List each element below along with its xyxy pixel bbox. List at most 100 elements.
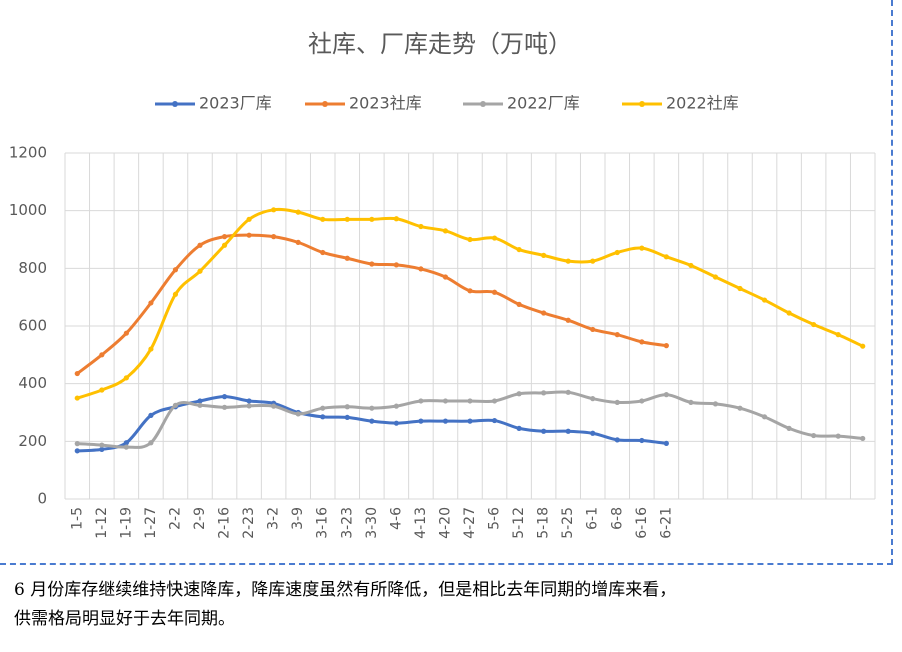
y-tick-label: 1000 xyxy=(9,201,47,219)
data-point xyxy=(418,223,424,230)
legend-marker xyxy=(322,101,328,107)
data-point xyxy=(614,399,620,406)
legend-label: 2022厂库 xyxy=(507,94,580,113)
data-point xyxy=(295,209,301,215)
data-point xyxy=(663,392,669,398)
data-point xyxy=(467,288,473,294)
data-point xyxy=(835,332,841,338)
data-point xyxy=(369,405,375,411)
data-point xyxy=(148,440,154,446)
data-point xyxy=(344,255,350,261)
data-point xyxy=(590,396,596,402)
data-point xyxy=(565,428,571,434)
data-point xyxy=(737,405,743,411)
data-point xyxy=(123,330,129,336)
data-point xyxy=(614,249,620,256)
x-tick-label: 2-16 xyxy=(217,507,233,539)
data-point xyxy=(344,414,350,421)
data-point xyxy=(516,246,522,253)
legend-marker xyxy=(480,101,486,107)
data-point xyxy=(590,326,596,333)
data-point xyxy=(860,435,866,442)
y-tick-label: 800 xyxy=(18,259,47,277)
x-tick-label: 1-5 xyxy=(69,507,85,530)
data-point xyxy=(393,262,399,268)
data-point xyxy=(516,301,522,307)
data-point xyxy=(123,375,129,381)
caption-line: 供需格局明显好于去年同期。 xyxy=(14,609,235,629)
data-point xyxy=(246,398,252,404)
x-tick-label: 4-13 xyxy=(413,507,429,539)
data-point xyxy=(811,321,817,328)
data-point xyxy=(320,216,326,222)
data-point xyxy=(99,387,105,393)
data-point xyxy=(663,343,669,349)
data-point xyxy=(393,420,399,426)
data-point xyxy=(74,448,80,454)
data-point xyxy=(516,391,522,397)
data-point xyxy=(148,412,154,418)
data-point xyxy=(172,291,179,297)
data-point xyxy=(246,403,252,409)
x-tick-label: 3-23 xyxy=(339,507,355,539)
x-tick-label: 5-18 xyxy=(536,507,552,539)
x-tick-label: 5-25 xyxy=(560,507,576,539)
data-point xyxy=(663,440,669,446)
data-point xyxy=(590,258,596,264)
y-tick-label: 0 xyxy=(37,490,47,508)
data-point xyxy=(639,437,645,444)
data-point xyxy=(123,444,129,450)
x-tick-label: 4-27 xyxy=(462,507,478,539)
data-point xyxy=(74,370,80,377)
x-tick-label: 3-16 xyxy=(315,507,331,539)
data-point xyxy=(344,216,350,222)
data-point xyxy=(246,232,252,238)
data-point xyxy=(712,274,719,280)
data-point xyxy=(688,399,694,406)
data-point xyxy=(148,300,154,306)
x-tick-label: 2-2 xyxy=(167,507,183,530)
data-point xyxy=(246,216,252,222)
data-point xyxy=(639,245,645,251)
data-point xyxy=(369,216,375,222)
legend-label: 2022社库 xyxy=(666,94,739,113)
data-point xyxy=(99,352,105,358)
data-point xyxy=(541,428,547,434)
data-point xyxy=(197,398,203,404)
data-point xyxy=(442,398,449,404)
x-tick-label: 1-19 xyxy=(118,507,134,539)
data-point xyxy=(491,235,498,241)
caption-line: 6 月份库存继续维持快速降库，降库速度虽然有所降低，但是相比去年同期的增库来看， xyxy=(14,580,677,600)
x-tick-label: 1-27 xyxy=(143,507,159,539)
data-point xyxy=(541,390,547,396)
data-point xyxy=(295,239,301,245)
legend-label: 2023社库 xyxy=(349,94,422,113)
data-point xyxy=(271,234,277,240)
data-point xyxy=(688,262,694,269)
data-point xyxy=(590,430,596,436)
data-point xyxy=(295,411,301,417)
data-point xyxy=(860,343,866,349)
data-point xyxy=(467,236,473,243)
data-point xyxy=(761,414,768,420)
data-point xyxy=(516,425,522,431)
data-point xyxy=(320,414,326,420)
x-tick-label: 5-12 xyxy=(511,507,527,539)
x-tick-label: 6-8 xyxy=(609,507,625,530)
legend-marker xyxy=(639,101,645,107)
data-point xyxy=(418,266,424,272)
data-point xyxy=(737,285,743,292)
data-point xyxy=(74,395,80,401)
legend-label: 2023厂库 xyxy=(199,94,272,113)
data-point xyxy=(811,432,817,439)
data-point xyxy=(418,398,424,404)
data-point xyxy=(197,242,203,248)
document-frame xyxy=(0,0,893,565)
x-tick-label: 3-30 xyxy=(364,507,380,539)
y-tick-label: 200 xyxy=(18,432,47,450)
data-point xyxy=(221,234,228,240)
legend-marker xyxy=(172,101,178,107)
data-point xyxy=(541,252,547,258)
data-point xyxy=(663,254,669,260)
